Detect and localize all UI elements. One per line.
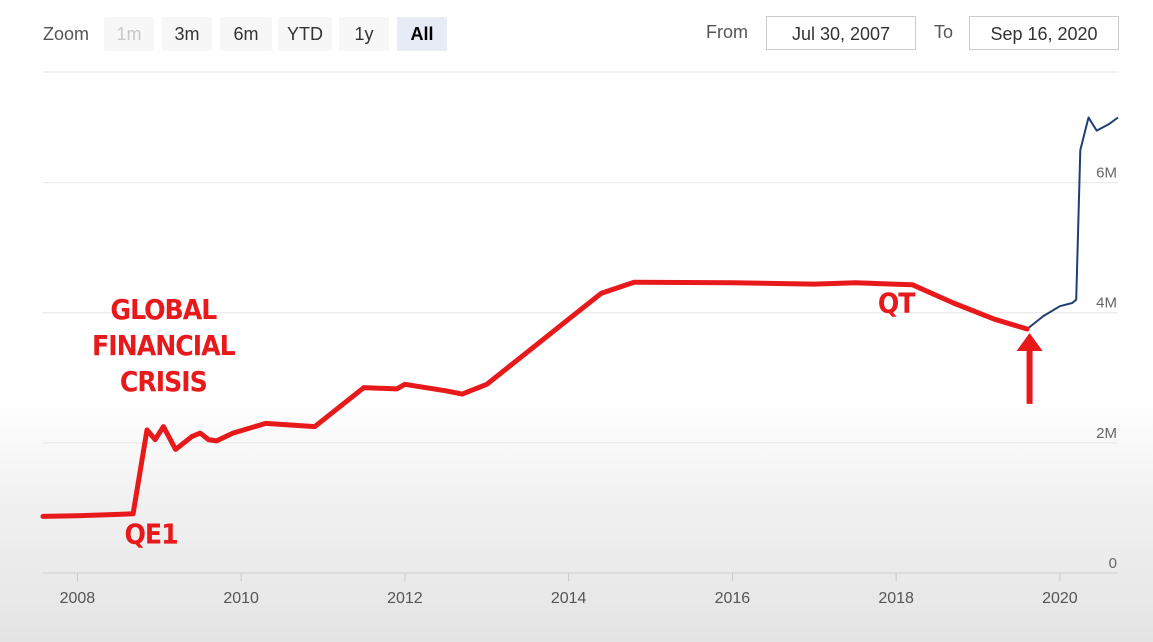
from-date-input[interactable]: Jul 30, 2007 xyxy=(766,16,916,50)
zoom-button-3m[interactable]: 3m xyxy=(162,17,212,51)
zoom-button-1y[interactable]: 1y xyxy=(339,17,389,51)
annotation-label: GLOBAL xyxy=(110,293,217,326)
zoom-button-ytd[interactable]: YTD xyxy=(278,17,332,51)
x-tick-label: 2018 xyxy=(878,590,914,607)
y-tick-label: 2M xyxy=(1096,425,1117,442)
x-tick-label: 2010 xyxy=(223,590,259,607)
y-axis-ticks: 0 2M 4M 6M xyxy=(1096,165,1117,572)
from-label: From xyxy=(706,22,748,42)
highlight-line xyxy=(40,279,1030,519)
annotation-label: QT xyxy=(878,287,916,320)
zoom-button-6m[interactable]: 6m xyxy=(220,17,272,51)
y-tick-label: 4M xyxy=(1096,295,1117,312)
annotation-label: CRISIS xyxy=(120,365,207,398)
x-tick-label: 2016 xyxy=(715,590,751,607)
zoom-button-all[interactable]: All xyxy=(397,17,447,51)
x-tick-label: 2020 xyxy=(1042,590,1078,607)
y-tick-label: 0 xyxy=(1109,555,1117,572)
x-tick-label: 2012 xyxy=(387,590,423,607)
series-layer xyxy=(40,116,1119,519)
x-axis-ticks: 2008 2010 2012 2014 2016 2018 2020 xyxy=(60,573,1078,607)
annotation-label: QE1 xyxy=(124,518,177,551)
to-date-input[interactable]: Sep 16, 2020 xyxy=(969,16,1119,50)
y-tick-label: 6M xyxy=(1096,165,1117,182)
zoom-button-1m[interactable]: 1m xyxy=(104,17,154,51)
x-tick-label: 2014 xyxy=(551,590,587,607)
x-tick-label: 2008 xyxy=(60,590,96,607)
grid-lines xyxy=(43,71,1118,574)
arrow-head xyxy=(1016,333,1043,352)
to-label: To xyxy=(934,22,954,42)
annotation-label: FINANCIAL xyxy=(92,329,236,362)
zoom-label: Zoom xyxy=(43,24,90,44)
range-selector-toolbar: Zoom 1m 3m 6m YTD 1y All From Jul 30, 20… xyxy=(0,0,1153,60)
